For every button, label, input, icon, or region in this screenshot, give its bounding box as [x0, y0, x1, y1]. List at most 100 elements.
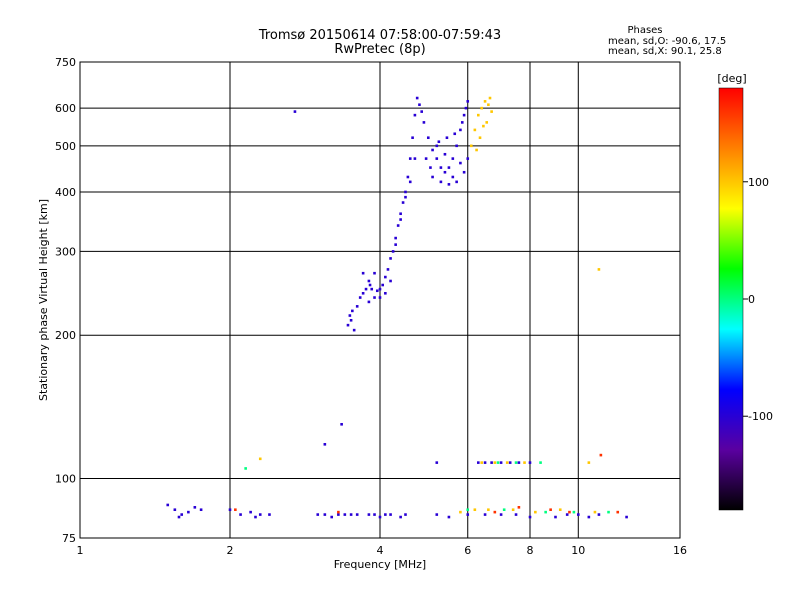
data-point	[384, 291, 387, 295]
y-tick-label: 600	[55, 102, 76, 115]
data-point	[470, 144, 473, 148]
data-point	[330, 515, 334, 519]
data-point	[523, 461, 526, 464]
data-point	[439, 180, 443, 184]
data-point	[166, 503, 170, 507]
chart-subtitle: RwPretec (8p)	[334, 42, 425, 57]
data-point	[514, 461, 518, 464]
data-point	[439, 166, 443, 169]
chart-title: Tromsø 20150614 07:58:00-07:59:43	[258, 28, 501, 43]
data-point	[316, 513, 320, 516]
data-point	[431, 148, 434, 152]
data-point	[389, 513, 392, 516]
data-point	[349, 318, 353, 322]
data-point	[599, 453, 603, 457]
data-point	[394, 236, 397, 240]
y-axis-label: Stationary phase Virtual Height [km]	[37, 199, 50, 401]
plot-frame	[79, 61, 681, 539]
data-point	[499, 513, 503, 516]
data-point	[180, 513, 184, 516]
data-point	[459, 128, 462, 132]
data-point	[616, 510, 620, 514]
data-point	[453, 132, 457, 136]
data-point	[404, 513, 407, 516]
data-point	[445, 136, 449, 140]
data-point	[406, 175, 410, 179]
data-point	[488, 96, 492, 100]
data-point	[422, 121, 426, 124]
grid-lines	[80, 62, 680, 538]
data-point	[493, 510, 497, 514]
data-point	[258, 513, 262, 516]
data-point	[451, 175, 455, 179]
y-axis-ticks: 75 100 200 300 400 500 600 750	[55, 56, 76, 545]
legend-line-x: mean, sd,X: 90.1, 25.8	[608, 46, 722, 57]
data-point	[539, 461, 542, 464]
data-point	[437, 140, 441, 144]
data-point	[384, 513, 387, 516]
data-point	[228, 508, 232, 512]
data-point	[378, 515, 382, 519]
x-tick-label: 8	[527, 544, 534, 557]
data-point	[487, 508, 490, 512]
data-point	[625, 515, 628, 519]
data-point	[466, 513, 470, 516]
x-tick-label: 6	[464, 544, 471, 557]
data-point	[528, 515, 532, 519]
data-point	[378, 296, 382, 299]
data-point	[576, 513, 580, 516]
colorbar-tick-label: 100	[748, 176, 769, 189]
data-point	[455, 144, 458, 148]
data-point	[351, 309, 354, 313]
data-point	[323, 513, 327, 516]
data-point	[426, 136, 430, 140]
x-tick-label: 16	[673, 544, 687, 557]
colorbar-tick-label: -100	[748, 410, 773, 423]
data-point	[399, 218, 402, 221]
data-point	[373, 296, 376, 299]
y-tick-label: 400	[55, 186, 76, 199]
data-point	[493, 461, 497, 464]
data-point	[389, 279, 392, 283]
data-point	[517, 461, 521, 464]
data-point	[447, 515, 451, 519]
data-point	[411, 136, 414, 140]
data-point	[361, 271, 365, 275]
data-point	[378, 287, 382, 291]
data-point	[499, 461, 503, 464]
data-point	[572, 510, 576, 514]
x-tick-label: 2	[227, 544, 234, 557]
data-point	[199, 508, 203, 512]
data-point	[258, 457, 262, 461]
colorbar-ticks: 100 0 -100	[743, 176, 773, 423]
data-point	[534, 510, 537, 514]
data-point	[361, 291, 365, 295]
y-tick-label: 750	[55, 56, 76, 69]
data-point	[496, 461, 500, 464]
data-point	[459, 161, 462, 165]
data-point	[455, 180, 458, 184]
colorbar-label: [deg]	[717, 72, 746, 85]
data-point	[508, 461, 512, 464]
y-tick-label: 75	[62, 532, 76, 545]
data-point	[352, 328, 356, 332]
legend-line-o: mean, sd,O: -90.6, 17.5	[608, 36, 726, 47]
data-point	[435, 144, 439, 148]
data-point	[381, 283, 384, 287]
data-point	[565, 513, 569, 516]
x-axis-ticks: 1 2 4 6 8 10 16	[77, 544, 688, 557]
data-points	[166, 96, 628, 519]
data-point	[429, 166, 432, 169]
data-point	[367, 279, 371, 283]
data-point	[514, 513, 518, 516]
data-point	[399, 212, 402, 216]
data-point	[349, 513, 353, 516]
data-point	[187, 510, 190, 514]
data-point	[358, 296, 362, 299]
y-tick-label: 300	[55, 245, 76, 258]
data-point	[487, 103, 490, 107]
data-point	[408, 157, 412, 160]
data-point	[482, 124, 485, 128]
data-point	[466, 157, 470, 160]
